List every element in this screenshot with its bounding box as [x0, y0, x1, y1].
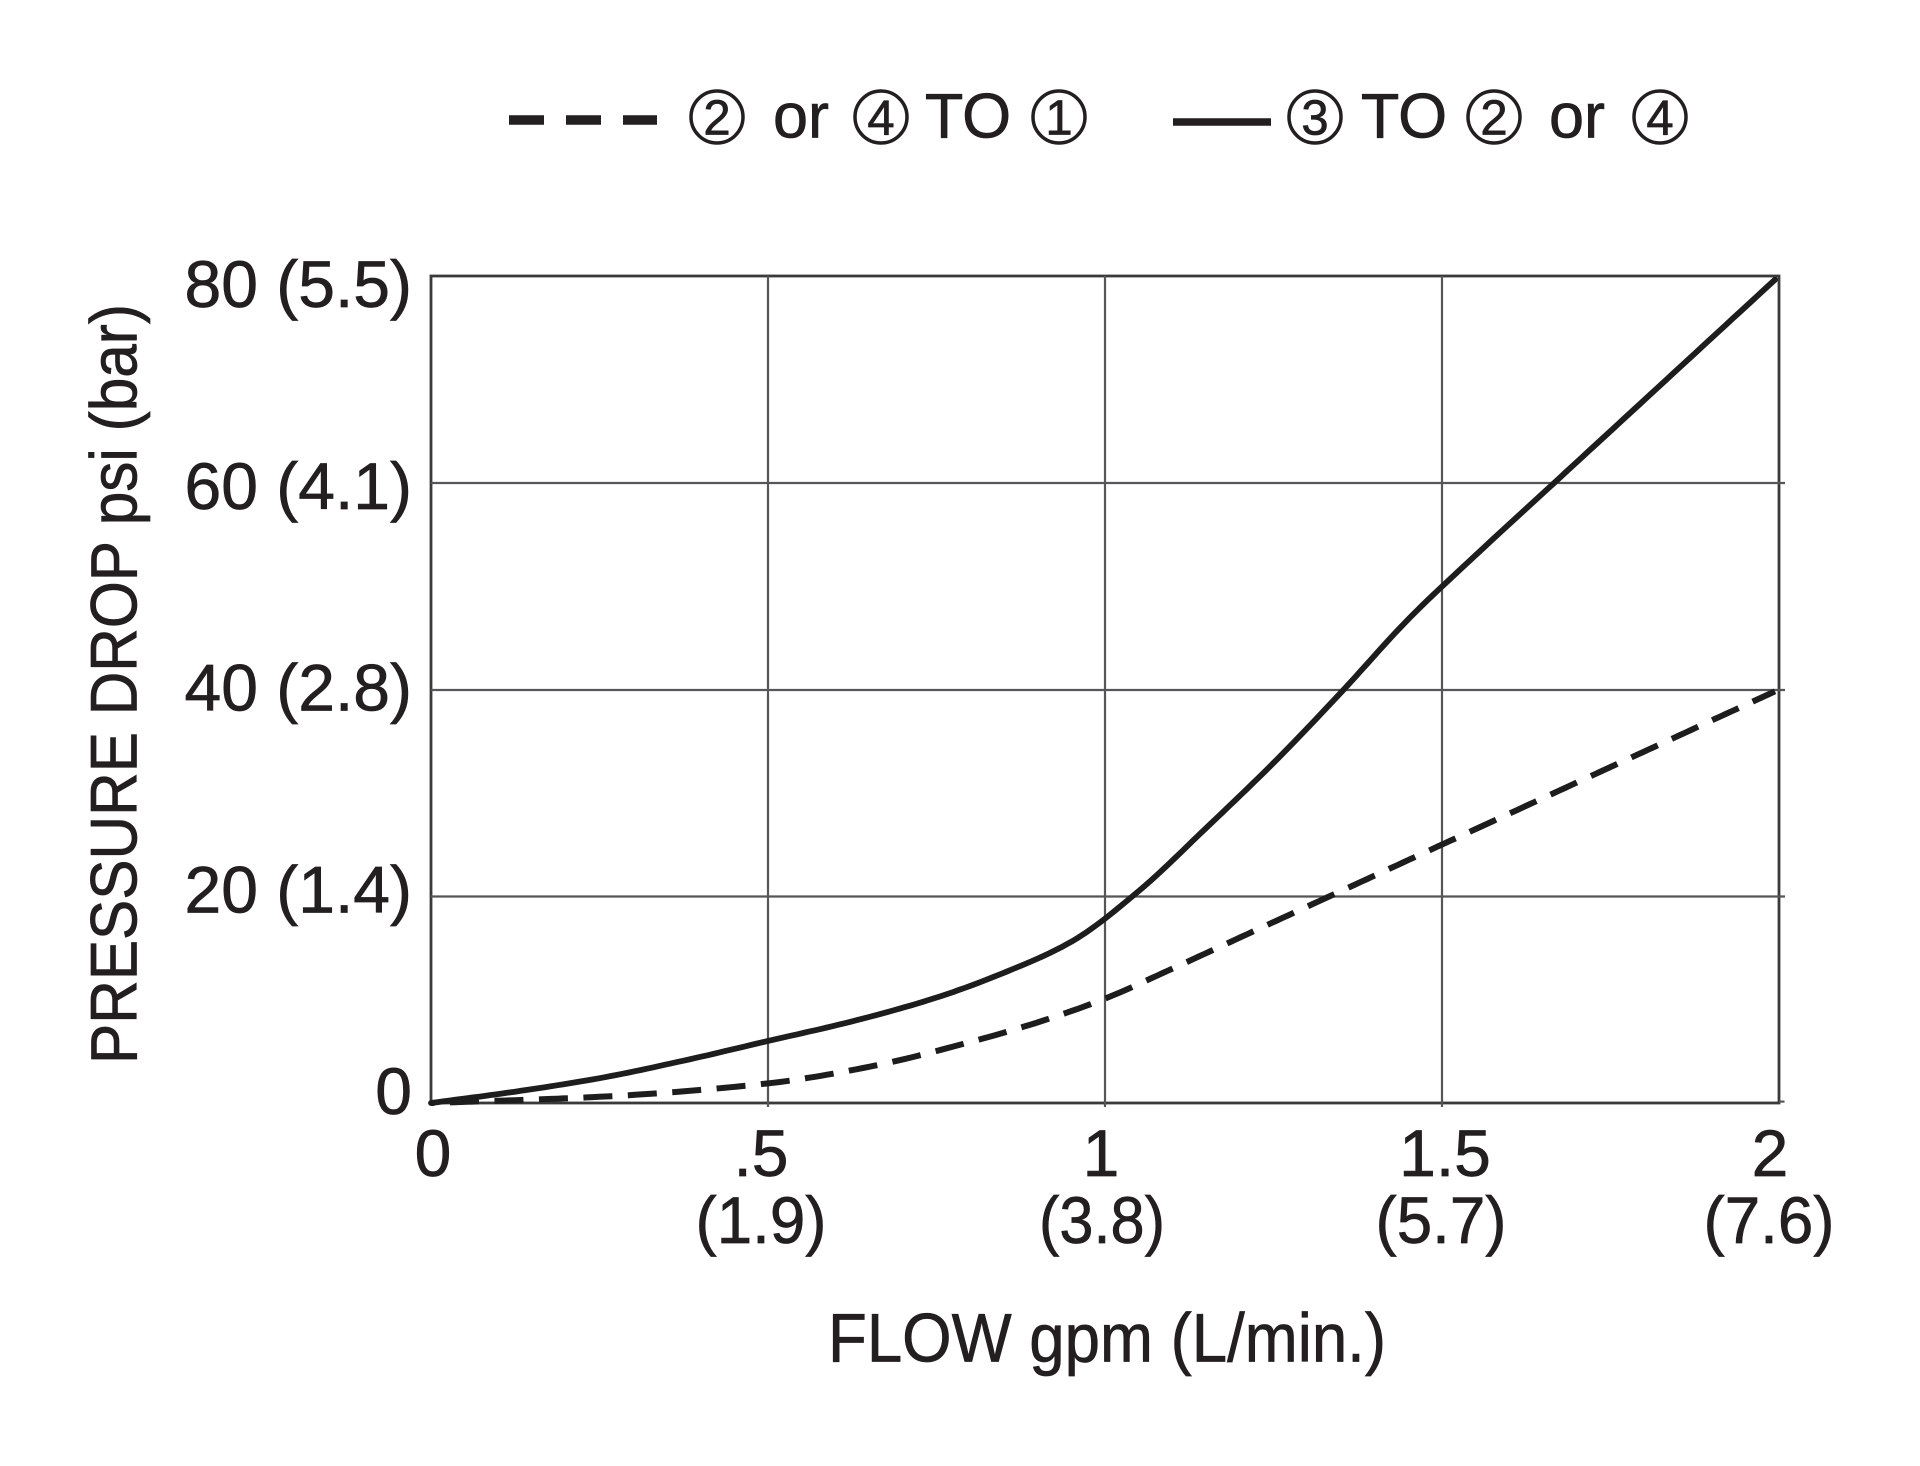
- svg-text:2: 2: [1752, 1116, 1789, 1190]
- svg-text:1: 1: [1083, 1116, 1120, 1190]
- svg-text:2: 2: [703, 92, 730, 146]
- svg-text:TO: TO: [1361, 82, 1447, 152]
- svg-text:.5: .5: [733, 1116, 788, 1190]
- svg-text:(7.6): (7.6): [1704, 1183, 1835, 1257]
- svg-text:4: 4: [867, 92, 894, 146]
- svg-text:0: 0: [415, 1116, 452, 1190]
- svg-text:4: 4: [1646, 92, 1673, 146]
- svg-text:1.5: 1.5: [1399, 1116, 1491, 1190]
- svg-text:60 (4.1): 60 (4.1): [185, 449, 412, 523]
- svg-text:or: or: [773, 82, 829, 152]
- svg-text:TO: TO: [925, 82, 1011, 152]
- svg-text:1: 1: [1045, 92, 1072, 146]
- svg-text:(1.9): (1.9): [696, 1183, 827, 1257]
- svg-text:80 (5.5): 80 (5.5): [185, 247, 412, 321]
- svg-text:2: 2: [1480, 92, 1507, 146]
- svg-text:20 (1.4): 20 (1.4): [185, 852, 412, 926]
- svg-text:40 (2.8): 40 (2.8): [185, 651, 412, 725]
- svg-text:FLOW gpm (L/min.): FLOW gpm (L/min.): [828, 1300, 1386, 1377]
- svg-text:0: 0: [375, 1054, 412, 1128]
- svg-text:(3.8): (3.8): [1039, 1183, 1165, 1257]
- svg-text:3: 3: [1301, 92, 1328, 146]
- svg-text:or: or: [1549, 82, 1605, 152]
- svg-text:PRESSURE DROP psi (bar): PRESSURE DROP psi (bar): [77, 304, 151, 1064]
- svg-text:(5.7): (5.7): [1376, 1183, 1507, 1257]
